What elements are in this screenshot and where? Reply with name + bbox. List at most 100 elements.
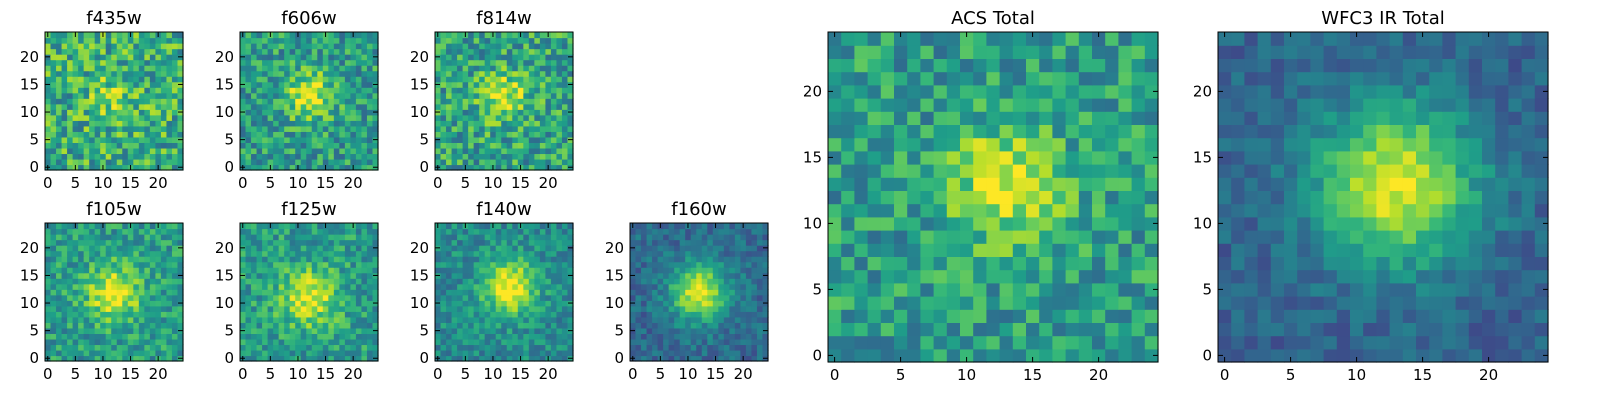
heatmap-cell [105, 283, 112, 290]
heatmap-cell [690, 250, 697, 257]
heatmap-cell [762, 261, 769, 268]
heatmap-cell [517, 54, 524, 61]
heatmap-cell [256, 131, 263, 138]
heatmap-cell [300, 98, 307, 105]
heatmap-cell [127, 327, 134, 334]
heatmap-cell [679, 355, 686, 362]
heatmap-cell [745, 294, 753, 301]
heatmap-cell [630, 338, 637, 346]
heatmap-cell [534, 305, 541, 312]
heatmap-cell [100, 294, 107, 301]
heatmap-cell [646, 267, 653, 274]
heatmap-cell [495, 278, 502, 285]
heatmap-cell [138, 333, 145, 340]
heatmap-cell [78, 256, 85, 263]
heatmap-cell [663, 316, 670, 323]
heatmap-cell [880, 150, 895, 165]
heatmap-cell [267, 289, 274, 296]
heatmap-cell [61, 239, 68, 246]
heatmap-cell [56, 245, 63, 252]
heatmap-cell [133, 54, 140, 61]
heatmap-cell [462, 250, 469, 257]
heatmap-cell [94, 228, 101, 235]
heatmap-cell [723, 234, 730, 241]
heatmap-cell [556, 76, 563, 83]
heatmap-cell [278, 267, 285, 274]
heatmap-cell [545, 109, 552, 116]
heatmap-cell [880, 190, 895, 205]
heatmap-cell [440, 142, 447, 149]
heatmap-cell [322, 261, 329, 268]
heatmap-cell [712, 294, 719, 301]
heatmap-cell [734, 349, 741, 357]
heatmap-cell [663, 267, 670, 274]
heatmap-cell [89, 153, 96, 160]
heatmap-cell [999, 190, 1014, 205]
heatmap-cell [1144, 256, 1159, 271]
heatmap-cell [72, 245, 79, 252]
heatmap-cell [138, 256, 145, 263]
heatmap-cell [854, 243, 869, 257]
heatmap-cell [751, 327, 758, 334]
heatmap-cell [89, 109, 96, 116]
heatmap-cell [116, 223, 123, 230]
heatmap-cell [50, 98, 57, 105]
heatmap-cell [322, 37, 329, 44]
heatmap-cell [723, 278, 730, 285]
heatmap-cell [1092, 335, 1106, 350]
heatmap-cell [556, 338, 563, 346]
heatmap-cell [484, 32, 491, 39]
heatmap-cell [435, 267, 442, 274]
heatmap-cell [973, 348, 987, 363]
heatmap-cell [306, 65, 313, 72]
heatmap-cell [267, 338, 274, 346]
heatmap-cell [907, 203, 921, 218]
heatmap-cell [350, 125, 357, 132]
heatmap-cell [83, 164, 90, 171]
heatmap-cell [289, 98, 296, 105]
heatmap-cell [89, 278, 96, 285]
heatmap-cell [712, 283, 719, 290]
heatmap-cell [240, 142, 247, 149]
heatmap-cell [907, 150, 921, 165]
heatmap-cell [116, 158, 123, 166]
heatmap-cell [539, 136, 546, 143]
heatmap-cell [550, 333, 558, 340]
heatmap-cell [435, 131, 442, 138]
heatmap-cell [440, 48, 447, 55]
heatmap-cell [567, 43, 574, 50]
heatmap-cell [435, 92, 442, 99]
heatmap-cell [122, 48, 129, 55]
heatmap-cell [317, 48, 324, 55]
heatmap-cell [1118, 296, 1133, 310]
heatmap-cell [462, 272, 469, 279]
heatmap-cell [506, 158, 513, 166]
heatmap-cell [149, 261, 156, 268]
heatmap-cell [1052, 348, 1067, 363]
heatmap-cell [67, 70, 74, 77]
heatmap-cell [116, 272, 123, 279]
heatmap-cell [311, 228, 318, 235]
heatmap-cell [251, 109, 258, 116]
heatmap-cell [155, 300, 162, 307]
heatmap-cell [344, 65, 351, 72]
heatmap-cell [729, 256, 736, 263]
heatmap-cell [366, 37, 374, 44]
heatmap-cell [344, 142, 351, 149]
heatmap-cell [350, 283, 357, 290]
heatmap-cell [523, 54, 530, 61]
heatmap-cell [72, 261, 79, 268]
heatmap-cell [61, 164, 68, 171]
heatmap-cell [523, 158, 530, 166]
heatmap-cell [539, 300, 546, 307]
heatmap-cell [550, 81, 558, 88]
heatmap-cell [50, 103, 57, 110]
heatmap-cell [78, 349, 85, 357]
heatmap-cell [273, 322, 280, 329]
heatmap-cell [295, 250, 302, 257]
heatmap-cell [668, 261, 675, 268]
heatmap-cell [517, 267, 524, 274]
heatmap-cell [462, 48, 469, 55]
heatmap-cell [756, 261, 764, 268]
heatmap-cell [122, 103, 129, 110]
